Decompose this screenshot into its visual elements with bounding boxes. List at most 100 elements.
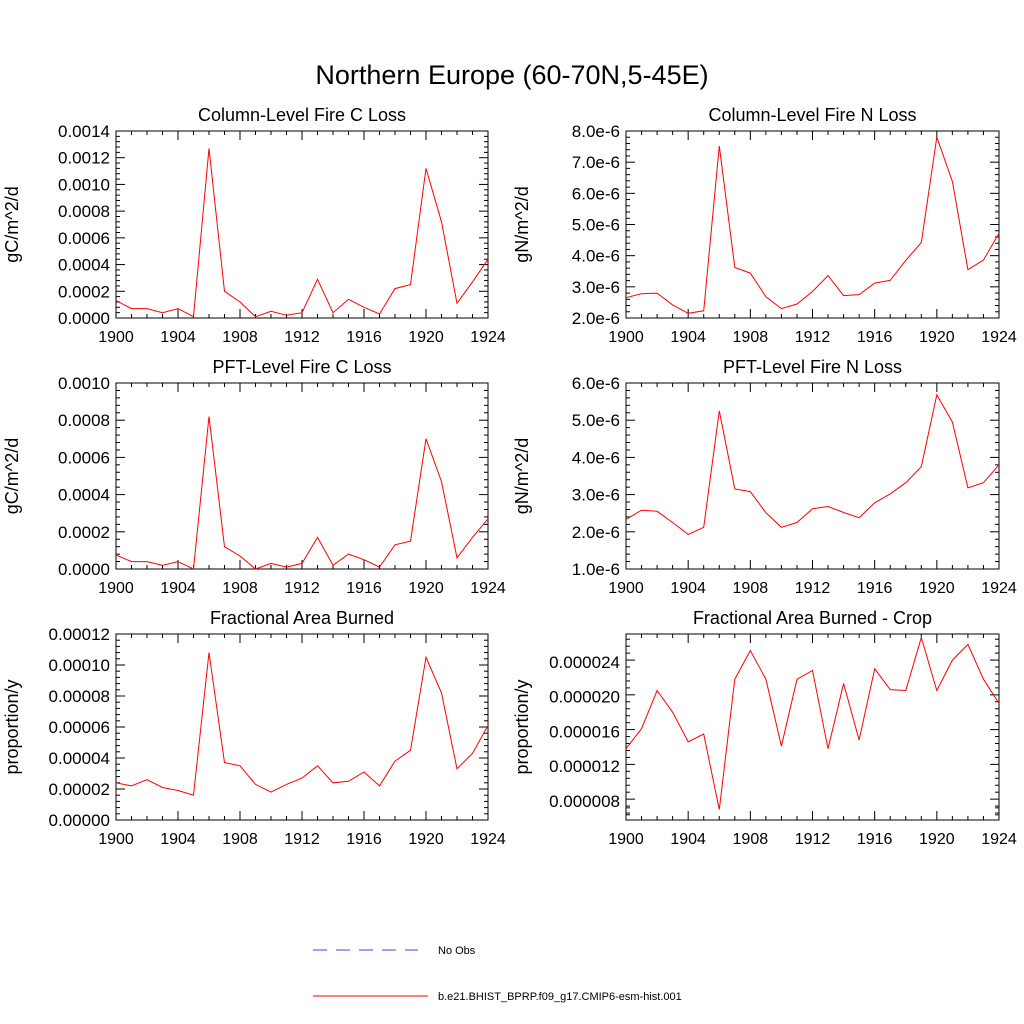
- y-tick-label: 5.0e-6: [572, 411, 620, 430]
- x-tick-label: 1924: [981, 831, 1017, 848]
- y-tick-label: 4.0e-6: [572, 448, 620, 467]
- y-tick-label: 0.0008: [58, 411, 110, 430]
- x-tick-label: 1912: [284, 329, 320, 346]
- x-tick-label: 1912: [795, 580, 831, 597]
- y-tick-label: 2.0e-6: [572, 309, 620, 328]
- x-tick-label: 1924: [470, 831, 506, 848]
- y-tick-label: 0.0012: [58, 149, 110, 168]
- x-tick-label: 1904: [670, 580, 706, 597]
- y-tick-label: 0.0002: [58, 523, 110, 542]
- figure-title: Northern Europe (60-70N,5-45E): [315, 60, 708, 90]
- x-tick-label: 1900: [98, 831, 134, 848]
- x-tick-label: 1916: [857, 580, 893, 597]
- x-tick-label: 1900: [98, 329, 134, 346]
- x-tick-label: 1904: [670, 329, 706, 346]
- x-tick-label: 1908: [733, 580, 769, 597]
- chart-title: PFT-Level Fire C Loss: [212, 357, 391, 377]
- y-tick-label: 0.0014: [58, 122, 110, 141]
- x-tick-label: 1916: [346, 329, 382, 346]
- series-line: [115, 652, 489, 796]
- plot-frame: [115, 130, 489, 319]
- x-tick-label: 1912: [795, 329, 831, 346]
- series-line: [115, 148, 489, 318]
- y-axis-label: gN/m^2/d: [512, 186, 532, 262]
- legend-obs-label: No Obs: [438, 945, 476, 957]
- x-tick-label: 1900: [98, 580, 134, 597]
- y-tick-label: 8.0e-6: [572, 122, 620, 141]
- x-tick-label: 1924: [470, 580, 506, 597]
- y-tick-label: 0.000016: [549, 722, 620, 741]
- plot-frame: [115, 382, 489, 570]
- y-tick-label: 0.0004: [58, 486, 110, 505]
- y-tick-label: 0.000012: [549, 757, 620, 776]
- chart-title: Column-Level Fire N Loss: [708, 105, 916, 125]
- y-axis-label: proportion/y: [512, 679, 532, 774]
- x-tick-label: 1916: [857, 831, 893, 848]
- y-tick-label: 3.0e-6: [572, 486, 620, 505]
- chart-title: PFT-Level Fire N Loss: [723, 357, 902, 377]
- y-tick-label: 0.0010: [58, 175, 110, 194]
- y-tick-label: 0.0000: [58, 309, 110, 328]
- x-tick-label: 1912: [795, 831, 831, 848]
- plot-frame: [115, 633, 489, 821]
- y-axis-label: gN/m^2/d: [512, 438, 532, 514]
- y-tick-label: 6.0e-6: [572, 184, 620, 203]
- chart-pft-fire-n: PFT-Level Fire N Loss 1900 1904 1908 1912 191…: [512, 357, 1017, 597]
- y-tick-label: 0.000024: [549, 653, 620, 672]
- chart-pft-fire-c: PFT-Level Fire C Loss 1900 1904 1908 1912 191…: [2, 357, 506, 597]
- legend-model-label: b.e21.BHIST_BPRP.f09_g17.CMIP6-esm-hist.…: [438, 991, 682, 1003]
- x-tick-label: 1904: [160, 831, 196, 848]
- x-tick-label: 1920: [408, 580, 444, 597]
- y-axis-label: gC/m^2/d: [2, 186, 22, 262]
- x-tick-label: 1912: [284, 831, 320, 848]
- x-tick-label: 1908: [733, 329, 769, 346]
- y-tick-label: 0.0010: [58, 374, 110, 393]
- series-line: [115, 416, 489, 570]
- plot-frame: [625, 382, 1000, 570]
- plot-frame: [625, 633, 1000, 821]
- y-tick-label: 4.0e-6: [572, 247, 620, 266]
- y-tick-label: 0.0002: [58, 282, 110, 301]
- x-tick-label: 1908: [733, 831, 769, 848]
- x-tick-label: 1908: [222, 329, 258, 346]
- x-tick-label: 1924: [981, 580, 1017, 597]
- series-line: [625, 393, 1000, 535]
- y-tick-label: 5.0e-6: [572, 216, 620, 235]
- y-axis-label: proportion/y: [2, 679, 22, 774]
- x-tick-label: 1908: [222, 831, 258, 848]
- y-tick-label: 0.0004: [58, 256, 110, 275]
- y-tick-label: 0.00002: [49, 780, 110, 799]
- chart-title: Fractional Area Burned: [210, 608, 394, 628]
- y-tick-label: 0.00008: [49, 687, 110, 706]
- y-tick-label: 0.00012: [49, 625, 110, 644]
- y-tick-label: 0.0000: [58, 560, 110, 579]
- y-tick-label: 0.00006: [49, 718, 110, 737]
- plot-frame: [625, 130, 1000, 319]
- x-tick-label: 1904: [670, 831, 706, 848]
- y-tick-label: 0.000020: [549, 688, 620, 707]
- x-tick-label: 1920: [919, 831, 955, 848]
- x-tick-label: 1916: [857, 329, 893, 346]
- y-tick-label: 0.0008: [58, 202, 110, 221]
- y-tick-label: 0.0006: [58, 448, 110, 467]
- y-tick-label: 1.0e-6: [572, 560, 620, 579]
- chart-col-fire-n: Column-Level Fire N Loss 1900 1904 1908 1912…: [512, 105, 1017, 346]
- chart-frac-area-burned: Fractional Area Burned 1900 1904 1908 1912 19…: [2, 608, 506, 848]
- y-tick-label: 0.00004: [49, 749, 110, 768]
- series-line: [625, 635, 1000, 810]
- chart-col-fire-c: Column-Level Fire C Loss 1900 1904 1908 1912…: [2, 105, 506, 346]
- x-tick-label: 1916: [346, 580, 382, 597]
- y-tick-label: 0.00010: [49, 656, 110, 675]
- x-tick-label: 1920: [408, 831, 444, 848]
- y-tick-label: 2.0e-6: [572, 523, 620, 542]
- x-tick-label: 1920: [408, 329, 444, 346]
- y-axis-label: gC/m^2/d: [2, 438, 22, 514]
- x-tick-label: 1920: [919, 580, 955, 597]
- x-tick-label: 1904: [160, 580, 196, 597]
- x-tick-label: 1900: [608, 329, 644, 346]
- chart-panels: Column-Level Fire C Loss 1900 1904 1908 1912…: [2, 105, 1017, 848]
- series-line: [625, 137, 1000, 314]
- x-tick-label: 1900: [608, 831, 644, 848]
- y-tick-label: 0.000008: [549, 792, 620, 811]
